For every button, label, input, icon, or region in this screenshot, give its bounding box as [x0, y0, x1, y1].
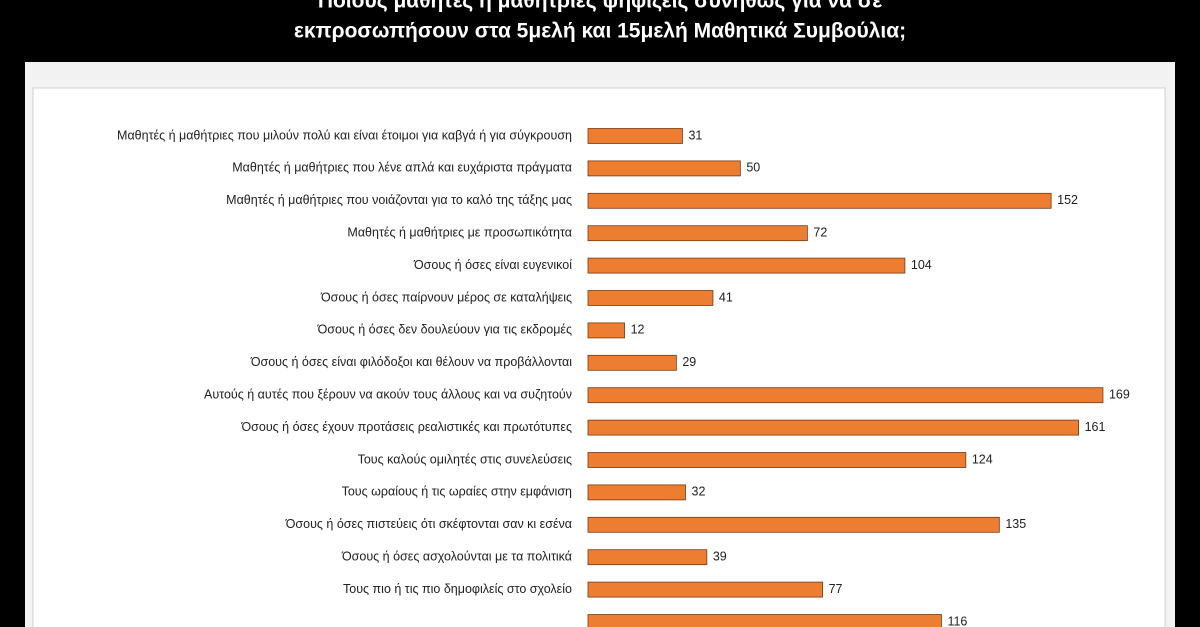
bar: [587, 516, 1000, 533]
value-label: 31: [688, 128, 702, 142]
category-label: Τους ωραίους ή τις ωραίες στην εμφάνιση: [342, 485, 572, 499]
bar: [587, 128, 683, 144]
bar: [587, 160, 741, 177]
bar: [587, 614, 942, 627]
bar: [587, 192, 1052, 209]
value-label: 72: [813, 225, 827, 239]
value-label: 124: [972, 452, 993, 466]
value-label: 116: [947, 614, 967, 627]
value-label: 77: [829, 582, 843, 596]
category-label: Όσους ή όσες έχουν προτάσεις ρεαλιστικές…: [241, 420, 573, 434]
value-label: 39: [713, 549, 727, 563]
bar: [587, 225, 808, 242]
category-label: Όσους ή όσες ασχολούνται με τα πολιτικά: [341, 549, 572, 563]
value-label: 152: [1057, 193, 1078, 207]
value-label: 32: [692, 485, 706, 499]
category-label: Μαθητές ή μαθήτριες που μιλούν πολύ και …: [117, 128, 572, 142]
category-label: Μαθητές ή μαθήτριες που λένε απλά και ευ…: [232, 161, 572, 175]
category-label: Τους πιο ή τις πιο δημοφιλείς στο σχολεί…: [343, 582, 572, 596]
bar: [587, 452, 967, 468]
value-label: 12: [631, 323, 645, 337]
chart-title: εκπροσωπήσουν στα 5μελή και 15μελή Μαθητ…: [294, 20, 906, 43]
bar: [587, 257, 906, 274]
category-label: Όσους ή όσες πιστεύεις ότι σκέφτονται σα…: [285, 517, 572, 531]
category-label: Όσους ή όσες παίρνουν μέρος σε καταλήψει…: [320, 290, 572, 304]
category-label: Μαθητές ή μαθήτριες που νοιάζονται για τ…: [226, 193, 572, 207]
value-label: 169: [1109, 387, 1130, 401]
bar: [587, 419, 1079, 436]
bar: [587, 322, 625, 339]
value-label: 50: [746, 161, 760, 175]
category-label: Τους καλούς ομιλητές στις συνελεύσεις: [358, 452, 572, 466]
value-label: 41: [719, 290, 733, 304]
category-label: Όσους ή όσες είναι ευγενικοί: [413, 258, 572, 272]
bar: [587, 387, 1104, 404]
bar: [587, 549, 708, 566]
bar: [587, 354, 677, 371]
category-label: Όσους ή όσες είναι φιλόδοξοι και θέλουν …: [250, 355, 572, 369]
value-label: 161: [1085, 420, 1106, 434]
bar: [587, 484, 686, 501]
value-label: 29: [682, 355, 696, 369]
value-label: 104: [911, 258, 932, 272]
chart-title: Ποιους μαθητές ή μαθήτριες ψηφίζεις συνή…: [318, 0, 882, 13]
category-label: Αυτούς ή αυτές που ξέρουν να ακούν τους …: [204, 387, 572, 401]
category-label: Όσους ή όσες δεν δουλεύουν για τις εκδρο…: [317, 323, 572, 337]
bar: [587, 290, 714, 306]
category-label: Μαθητές ή μαθήτριες με προσωπικότητα: [347, 225, 572, 239]
value-label: 135: [1005, 517, 1026, 531]
bar: [587, 581, 824, 598]
